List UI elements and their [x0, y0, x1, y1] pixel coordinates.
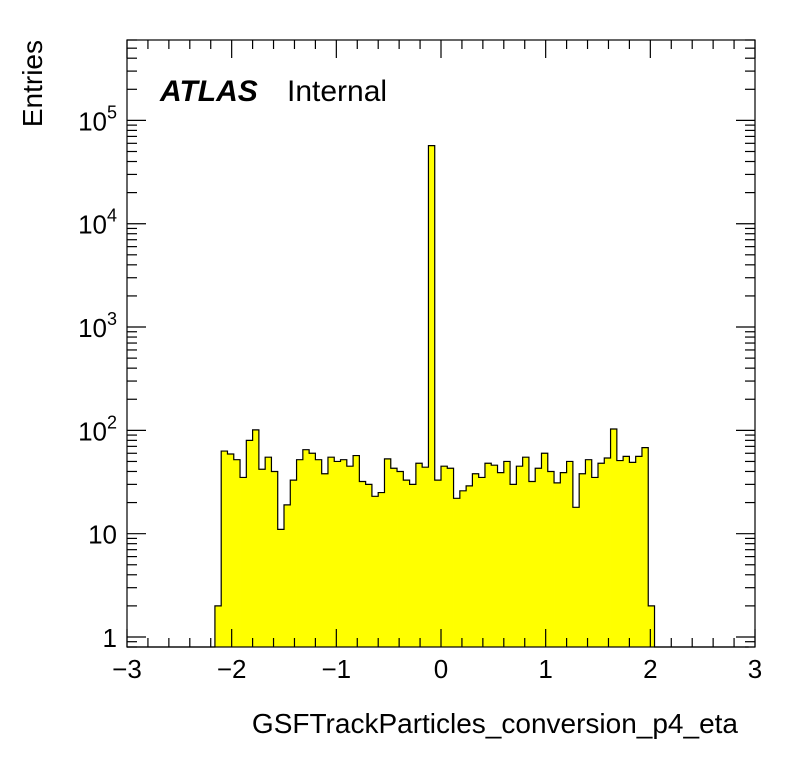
histogram-bin — [591, 477, 599, 647]
histogram-bin — [572, 507, 580, 647]
histogram-bin — [610, 429, 618, 647]
histogram-bin — [214, 605, 222, 647]
histogram-bin — [271, 471, 279, 647]
histogram-bin — [434, 480, 442, 647]
y-tick-label: 10 — [88, 520, 117, 550]
histogram-bin — [598, 463, 605, 647]
histogram-bin — [233, 459, 241, 647]
histogram-bin — [503, 461, 511, 647]
histogram-bin — [579, 473, 586, 647]
histogram-bin — [290, 480, 297, 647]
histogram-bin — [478, 477, 486, 647]
histogram-bin — [327, 457, 335, 647]
histogram-bin — [221, 451, 228, 647]
histogram-bin — [415, 463, 423, 647]
y-tick-labels: 1 10 102 103 104 105 — [78, 102, 117, 653]
histogram-bin — [321, 473, 329, 647]
x-tick-label: −1 — [322, 654, 352, 684]
histogram-bin — [284, 504, 291, 647]
y-tick-label: 102 — [78, 412, 117, 446]
histogram-outline — [127, 145, 749, 648]
histogram-bin — [390, 468, 398, 647]
x-tick-label: 0 — [434, 654, 448, 684]
histogram-bin — [371, 496, 379, 647]
x-axis-title: GSFTrackParticles_conversion_p4_eta — [252, 708, 739, 739]
atlas-label: ATLAS — [159, 75, 258, 108]
y-tick-label: 1 — [103, 623, 117, 653]
histogram-bin — [384, 458, 392, 647]
histogram-bin — [604, 457, 611, 647]
histogram-bin — [510, 484, 517, 647]
histogram-bin — [409, 484, 417, 647]
histogram-bin — [623, 456, 630, 647]
y-axis-title: Entries — [17, 40, 48, 127]
histogram-bin — [497, 472, 505, 647]
histogram-bin — [522, 457, 530, 647]
histogram-bin — [334, 461, 341, 647]
histogram-bin — [265, 457, 272, 647]
histogram-bin — [641, 447, 649, 647]
x-tick-labels: −3 −2 −1 0 1 2 3 — [112, 654, 762, 684]
histogram-bin — [277, 529, 285, 647]
x-tick-label: −2 — [217, 654, 247, 684]
histogram-bin — [560, 472, 567, 647]
axis-ticks — [126, 39, 756, 648]
histogram-bin — [535, 468, 542, 647]
histogram-bars — [127, 145, 749, 648]
histogram-bin — [484, 463, 492, 647]
histogram-bin — [472, 473, 480, 647]
histogram-bin — [246, 440, 253, 647]
histogram-bin — [315, 459, 323, 647]
histogram-bin — [585, 459, 593, 647]
histogram-bin — [309, 453, 316, 647]
histogram-bin — [491, 465, 498, 647]
histogram-bin — [252, 429, 260, 647]
histogram-bin — [541, 453, 549, 647]
histogram-bin — [365, 484, 373, 647]
histogram-bin — [528, 481, 536, 647]
histogram-bin — [378, 492, 385, 647]
histogram-bin — [346, 466, 354, 647]
histogram-bin — [353, 455, 360, 647]
y-tick-label: 103 — [78, 309, 117, 343]
histogram-bin — [340, 459, 348, 647]
histogram-bin — [459, 490, 467, 647]
histogram-bin — [296, 459, 304, 647]
histogram-bin — [302, 449, 310, 647]
histogram-bin — [566, 461, 574, 647]
x-tick-label: 3 — [748, 654, 762, 684]
histogram-bin — [428, 145, 436, 647]
histogram-bin — [453, 498, 461, 647]
histogram-bin — [466, 485, 473, 647]
histogram-bin — [629, 462, 637, 647]
histogram-bin — [554, 482, 561, 647]
x-tick-label: 2 — [643, 654, 657, 684]
internal-label: Internal — [287, 75, 387, 108]
histogram-bin — [258, 469, 266, 647]
histogram-bin — [648, 605, 655, 647]
histogram-bin — [403, 480, 410, 647]
histogram-bin — [397, 471, 404, 647]
x-tick-label: −3 — [112, 654, 142, 684]
histogram-bin — [516, 466, 524, 647]
histogram-bin — [635, 456, 643, 647]
histogram-bin — [240, 477, 247, 647]
x-tick-label: 1 — [538, 654, 552, 684]
y-tick-label: 104 — [78, 206, 117, 240]
histogram-bin — [447, 468, 454, 647]
histogram-bin — [441, 466, 448, 647]
histogram-bin — [422, 467, 429, 647]
histogram-bin — [359, 481, 367, 647]
y-tick-label: 105 — [78, 102, 117, 136]
histogram-bin — [227, 454, 235, 647]
histogram-bin — [547, 471, 555, 647]
histogram-bin — [616, 460, 624, 647]
